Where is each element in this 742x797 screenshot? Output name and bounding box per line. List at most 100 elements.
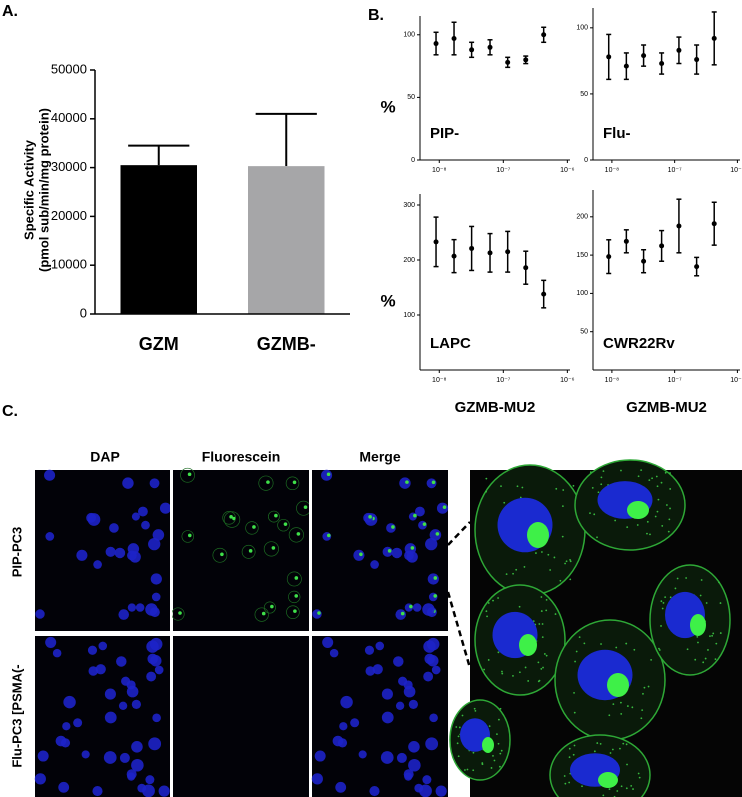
data-point bbox=[606, 254, 612, 260]
image-detail bbox=[664, 596, 667, 598]
image-detail bbox=[403, 680, 413, 690]
image-detail bbox=[527, 680, 530, 682]
image-detail bbox=[126, 680, 136, 690]
data-point bbox=[541, 291, 547, 297]
data-point bbox=[469, 245, 475, 251]
image-detail bbox=[626, 763, 628, 766]
x-tick-label: 10⁻⁷ bbox=[668, 377, 682, 384]
image-detail bbox=[572, 753, 575, 756]
image-detail bbox=[541, 623, 544, 625]
image-detail bbox=[472, 751, 475, 754]
image-detail bbox=[575, 650, 578, 653]
image-detail bbox=[442, 505, 447, 510]
image-detail bbox=[395, 701, 405, 710]
image-detail bbox=[658, 649, 661, 651]
image-detail bbox=[104, 711, 117, 724]
y-tick-label: 50 bbox=[407, 94, 415, 101]
image-detail bbox=[314, 750, 326, 762]
data-point bbox=[523, 57, 529, 63]
image-detail bbox=[288, 590, 301, 604]
image-detail bbox=[540, 551, 543, 553]
image-detail bbox=[408, 758, 421, 772]
image-detail bbox=[660, 481, 663, 484]
image-detail bbox=[620, 713, 623, 715]
image-detail bbox=[616, 790, 619, 792]
image-detail bbox=[568, 756, 571, 759]
x-tick-label: GZM bbox=[139, 334, 179, 354]
column-header: Fluorescein bbox=[202, 449, 281, 465]
image-detail bbox=[44, 469, 56, 481]
panel-label: B. bbox=[368, 7, 384, 24]
image-detail bbox=[719, 632, 722, 634]
image-detail bbox=[423, 640, 436, 653]
image-detail bbox=[457, 735, 460, 738]
image-detail bbox=[631, 706, 634, 709]
image-detail bbox=[493, 759, 496, 762]
image-detail bbox=[512, 675, 514, 677]
image-detail bbox=[709, 635, 711, 638]
image-detail bbox=[350, 718, 360, 728]
image-detail bbox=[293, 609, 297, 613]
data-point bbox=[451, 36, 457, 42]
image-detail bbox=[648, 479, 651, 482]
y-tick-label: 0 bbox=[80, 305, 87, 320]
image-detail bbox=[303, 505, 308, 510]
image-detail bbox=[559, 579, 562, 582]
image-detail bbox=[180, 467, 195, 483]
column-header: Merge bbox=[359, 449, 400, 465]
image-detail bbox=[512, 572, 514, 575]
image-detail bbox=[486, 615, 488, 618]
image-detail bbox=[497, 651, 500, 654]
image-detail bbox=[433, 594, 438, 598]
image-detail bbox=[712, 632, 715, 635]
image-detail bbox=[615, 646, 618, 649]
image-detail bbox=[425, 537, 438, 551]
image-detail bbox=[707, 649, 709, 651]
image-detail bbox=[457, 755, 460, 758]
y-tick-label: 30000 bbox=[51, 159, 87, 174]
image-detail bbox=[537, 680, 540, 683]
data-point bbox=[541, 32, 547, 38]
image-detail bbox=[561, 505, 564, 508]
image-detail bbox=[600, 476, 603, 479]
image-detail bbox=[159, 502, 172, 514]
image-detail bbox=[109, 523, 119, 533]
image-detail bbox=[263, 601, 276, 614]
image-detail bbox=[700, 579, 703, 581]
image-detail bbox=[105, 546, 116, 557]
image-detail bbox=[647, 685, 650, 688]
image-detail bbox=[718, 581, 720, 584]
image-detail bbox=[405, 480, 409, 484]
image-detail bbox=[148, 737, 162, 751]
image-detail bbox=[364, 645, 375, 655]
data-point bbox=[694, 264, 700, 270]
image-detail bbox=[660, 625, 662, 627]
image-detail bbox=[650, 658, 653, 661]
image-detail bbox=[118, 701, 128, 710]
image-detail bbox=[611, 748, 614, 751]
image-detail bbox=[640, 717, 643, 720]
image-detail bbox=[145, 603, 158, 616]
image-detail bbox=[669, 596, 672, 599]
image-detail bbox=[549, 569, 552, 571]
image-detail bbox=[490, 767, 493, 769]
image-detail bbox=[636, 524, 639, 526]
x-tick-label: 10⁻⁷ bbox=[668, 167, 682, 174]
image-detail bbox=[433, 576, 438, 580]
image-detail bbox=[252, 525, 256, 529]
image-detail bbox=[497, 597, 499, 599]
image-detail bbox=[353, 549, 365, 561]
image-detail bbox=[487, 659, 490, 661]
image-detail bbox=[711, 634, 714, 637]
image-detail bbox=[608, 788, 611, 791]
data-point bbox=[606, 54, 612, 60]
image-detail bbox=[326, 472, 331, 477]
image-detail bbox=[241, 544, 256, 559]
image-detail bbox=[60, 738, 71, 748]
image-detail bbox=[141, 520, 150, 530]
image-detail bbox=[607, 673, 629, 697]
image-detail bbox=[633, 648, 636, 651]
image-detail bbox=[393, 656, 404, 667]
image-detail bbox=[312, 636, 448, 797]
